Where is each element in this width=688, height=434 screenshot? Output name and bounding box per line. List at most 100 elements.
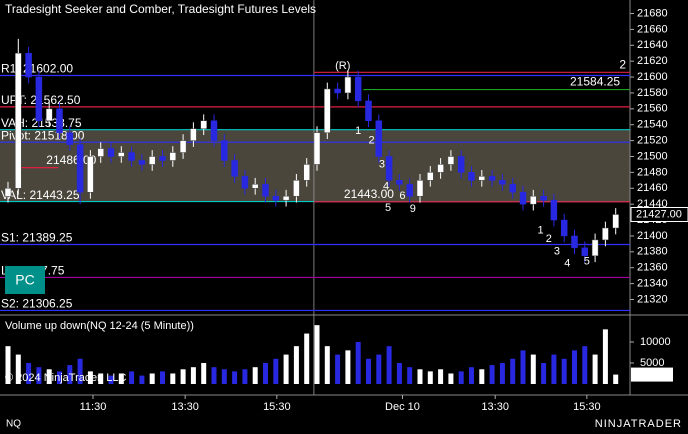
symbol: NQ xyxy=(6,419,21,430)
candle-body xyxy=(468,172,475,181)
candle-body xyxy=(365,100,372,122)
x-tick-label: Dec 10 xyxy=(385,401,420,413)
volume-bar xyxy=(242,369,248,384)
y-tick-label: 21600 xyxy=(637,71,668,83)
candle-body xyxy=(354,76,362,102)
segment-label: 21486.00 xyxy=(46,153,96,167)
volume-tick-label: 10000 xyxy=(640,336,671,348)
price-tag xyxy=(630,206,688,222)
candle-body xyxy=(416,180,424,197)
candle-body xyxy=(221,140,228,161)
candle-body xyxy=(262,184,269,197)
volume-bar xyxy=(582,346,588,384)
volume-bar xyxy=(438,369,444,384)
candle-body xyxy=(200,120,207,129)
candle-body xyxy=(478,176,486,181)
pc-button-label[interactable]: PC xyxy=(15,272,34,288)
annotation: 4 xyxy=(383,181,389,193)
y-tick-label: 21640 xyxy=(637,39,668,51)
candle-body xyxy=(560,219,568,237)
candle-body xyxy=(118,152,125,157)
x-tick-label: 11:30 xyxy=(80,401,107,413)
y-tick-label: 21320 xyxy=(637,293,668,305)
volume-bar xyxy=(283,354,289,384)
candle-body xyxy=(509,184,516,193)
volume-bar xyxy=(561,358,567,384)
volume-bar xyxy=(87,371,93,384)
copyright: © 2024 NinjaTrader, LLC xyxy=(5,372,126,384)
candle-body xyxy=(344,76,352,94)
candle-body xyxy=(272,195,280,201)
volume-bar xyxy=(77,358,83,384)
y-tick-label: 21560 xyxy=(637,103,668,115)
candle-body xyxy=(324,88,331,133)
candle-body xyxy=(457,156,465,173)
candle-body xyxy=(138,160,146,165)
volume-bar xyxy=(98,373,104,384)
volume-bar xyxy=(293,346,299,384)
volume-bar xyxy=(170,373,176,384)
y-tick-label: 21360 xyxy=(637,262,668,274)
pc-button[interactable] xyxy=(5,266,45,294)
volume-bar xyxy=(427,371,433,384)
annotation: 4 xyxy=(564,258,570,270)
annotation: 5 xyxy=(385,202,391,214)
volume-bar xyxy=(355,341,361,384)
candle-body xyxy=(293,180,300,197)
candle-body xyxy=(251,184,259,189)
annotation: 1 xyxy=(355,125,361,137)
volume-bar xyxy=(108,375,114,384)
price-tag-label: 21427.00 xyxy=(636,208,682,220)
segment-label: 21443.00 xyxy=(344,187,394,201)
chart-title: Tradesight Seeker and Comber, Tradesight… xyxy=(5,2,316,16)
volume-bar xyxy=(417,369,423,384)
volume-bar xyxy=(26,362,32,384)
candle-body xyxy=(334,88,341,94)
volume-bar xyxy=(252,367,258,384)
volume-bar xyxy=(15,354,21,384)
volume-bar xyxy=(407,367,413,384)
volume-bar xyxy=(118,373,124,384)
volume-bar xyxy=(396,362,402,384)
candle-body xyxy=(97,148,104,157)
x-tick-label: 15:30 xyxy=(573,401,601,413)
volume-bar xyxy=(386,346,392,384)
volume-bar xyxy=(139,375,145,384)
candle-body xyxy=(56,108,63,133)
volume-bar xyxy=(345,350,351,384)
logo: NINJATRADER xyxy=(595,418,682,430)
candle-body xyxy=(107,148,115,157)
x-tick-label: 15:30 xyxy=(263,401,291,413)
volume-tag xyxy=(631,367,673,382)
volume-bar xyxy=(335,354,341,384)
volume-bar xyxy=(489,365,495,384)
level-label: VAL: 21443.25 xyxy=(1,188,80,202)
candle-body xyxy=(591,239,599,257)
candle-body xyxy=(550,199,558,221)
volume-bar xyxy=(57,371,62,384)
candle-body xyxy=(169,152,177,161)
volume-bar xyxy=(613,374,619,384)
volume-bar xyxy=(263,362,268,384)
annotation: 9 xyxy=(410,203,416,215)
y-tick-label: 21620 xyxy=(637,55,668,67)
x-tick-label: 13:30 xyxy=(171,401,199,413)
y-tick-label: 21480 xyxy=(637,166,668,178)
annotation: 1 xyxy=(537,224,543,236)
candle-body xyxy=(35,76,43,122)
candle-body xyxy=(303,164,310,181)
candle-body xyxy=(66,132,74,145)
annotation: 2 xyxy=(369,135,375,147)
y-tick-label: 21460 xyxy=(637,182,668,194)
volume-bar xyxy=(304,333,310,384)
volume-bar xyxy=(5,346,11,384)
annotation: 5 xyxy=(584,255,590,267)
volume-bar xyxy=(551,354,557,384)
candle-body xyxy=(602,227,609,241)
candle-body xyxy=(241,176,249,189)
volume-bar xyxy=(592,354,598,384)
y-tick-label: 21520 xyxy=(637,135,668,147)
candle-body xyxy=(210,120,218,141)
candle-body xyxy=(282,195,290,201)
candle-body xyxy=(447,156,455,165)
